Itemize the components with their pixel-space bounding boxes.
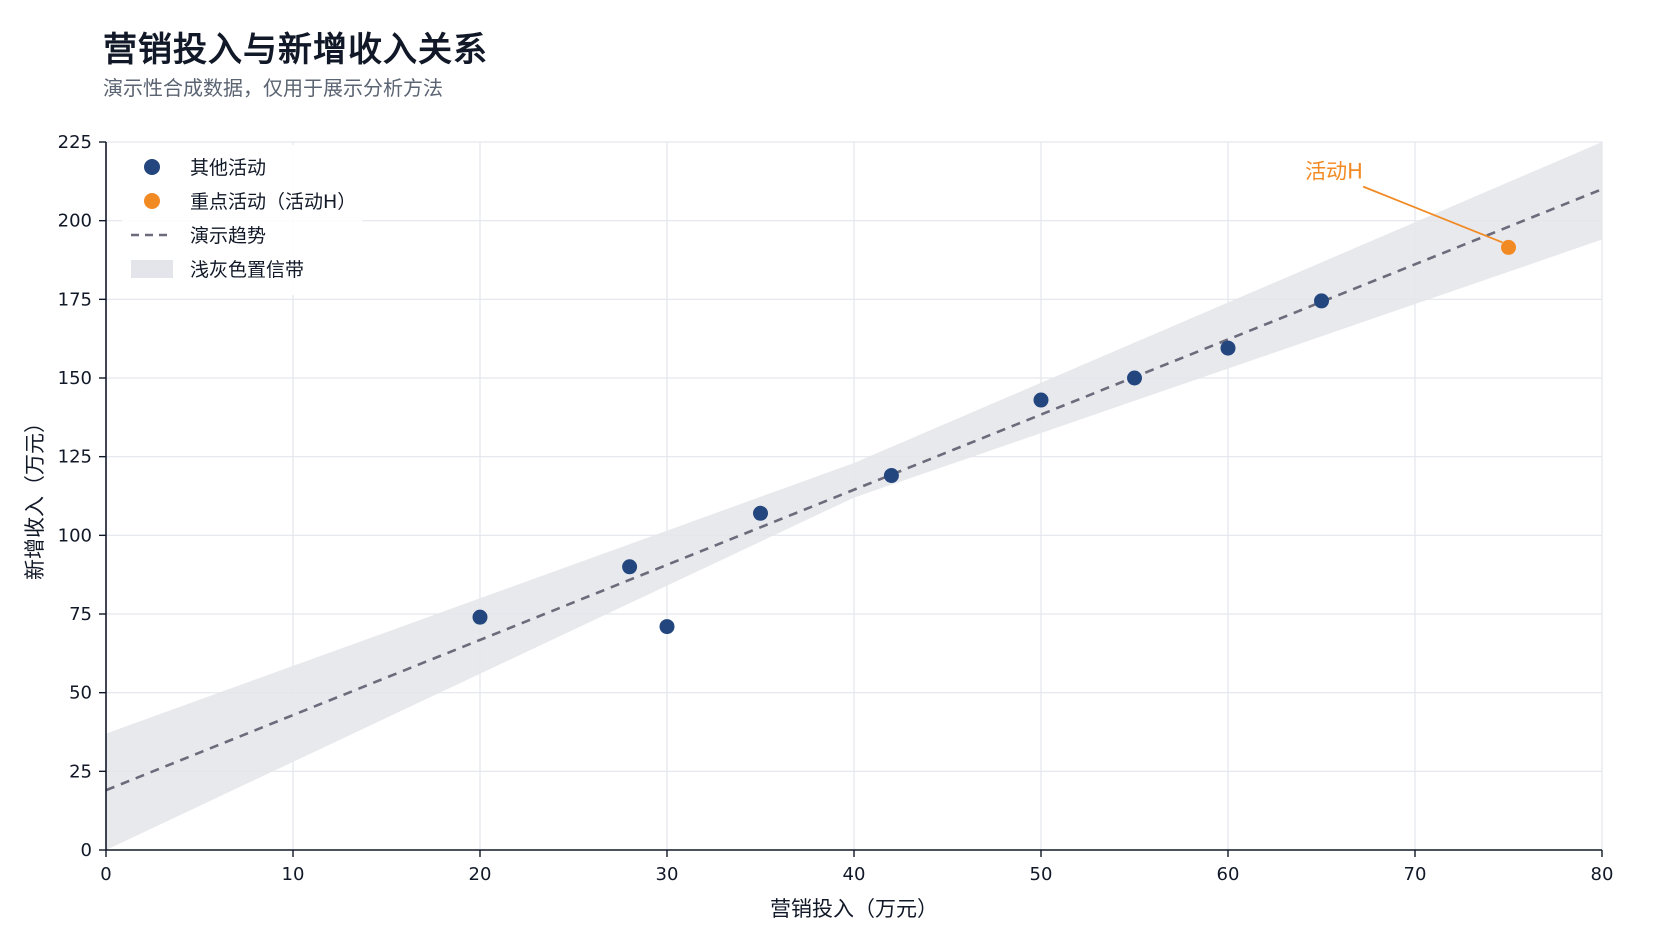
- data-points: [472, 239, 1516, 635]
- axes: 0 10 20 30 40 50 60 70 80 0 25 50 75 100 125 150 175 200 2…: [23, 132, 1613, 921]
- y-tick-label: 200: [58, 211, 92, 232]
- y-tick-label: 50: [69, 683, 92, 704]
- y-tick-label: 75: [69, 604, 92, 625]
- data-point: [472, 609, 488, 625]
- annotation-layer: 活动H: [1305, 160, 1503, 244]
- confidence-band: [106, 142, 1602, 850]
- y-tick-label: 125: [58, 447, 92, 468]
- annotation-label: 活动H: [1305, 160, 1363, 184]
- x-axis-title: 营销投入（万元）: [770, 897, 938, 921]
- trend-line-layer: [105, 187, 1603, 792]
- x-tick-label: 30: [656, 864, 679, 885]
- legend-marker: [144, 159, 160, 175]
- data-point: [753, 505, 768, 521]
- annotation-connector: [1362, 185, 1503, 244]
- x-tick-label: 80: [1591, 864, 1614, 885]
- y-axis-title: 新增收入（万元）: [23, 412, 47, 580]
- y-tick-label: 0: [81, 840, 92, 861]
- y-tick-label: 225: [58, 132, 92, 153]
- data-point: [1314, 293, 1329, 309]
- trend-line: [105, 187, 1603, 792]
- x-tick-label: 0: [100, 864, 111, 885]
- legend-band-swatch: [131, 260, 173, 278]
- data-point: [622, 559, 638, 575]
- legend-label: 演示趋势: [190, 225, 266, 247]
- confidence-band-layer: [106, 142, 1602, 850]
- x-tick-label: 70: [1404, 864, 1427, 885]
- data-point: [659, 619, 675, 635]
- x-tick-label: 20: [469, 864, 492, 885]
- data-point: [1501, 239, 1516, 255]
- x-tick-label: 50: [1030, 864, 1053, 885]
- data-point: [1033, 392, 1049, 408]
- legend-label: 其他活动: [190, 157, 266, 179]
- chart-title: 营销投入与新增收入关系: [103, 30, 488, 70]
- legend-marker: [144, 193, 160, 209]
- data-point: [883, 468, 899, 484]
- y-tick-label: 100: [58, 525, 92, 546]
- x-tick-label: 40: [843, 864, 866, 885]
- data-point: [1220, 340, 1236, 356]
- y-tick-label: 25: [69, 761, 92, 782]
- chart-subtitle: 演示性合成数据，仅用于展示分析方法: [103, 76, 443, 100]
- y-tick-label: 175: [58, 289, 92, 310]
- data-point: [1127, 370, 1142, 386]
- legend-label: 浅灰色置信带: [190, 259, 304, 281]
- y-tick-label: 150: [58, 368, 92, 389]
- grid: [106, 141, 1603, 850]
- legend-label: 重点活动（活动H）: [190, 191, 356, 213]
- x-tick-label: 10: [282, 864, 305, 885]
- x-tick-label: 60: [1217, 864, 1240, 885]
